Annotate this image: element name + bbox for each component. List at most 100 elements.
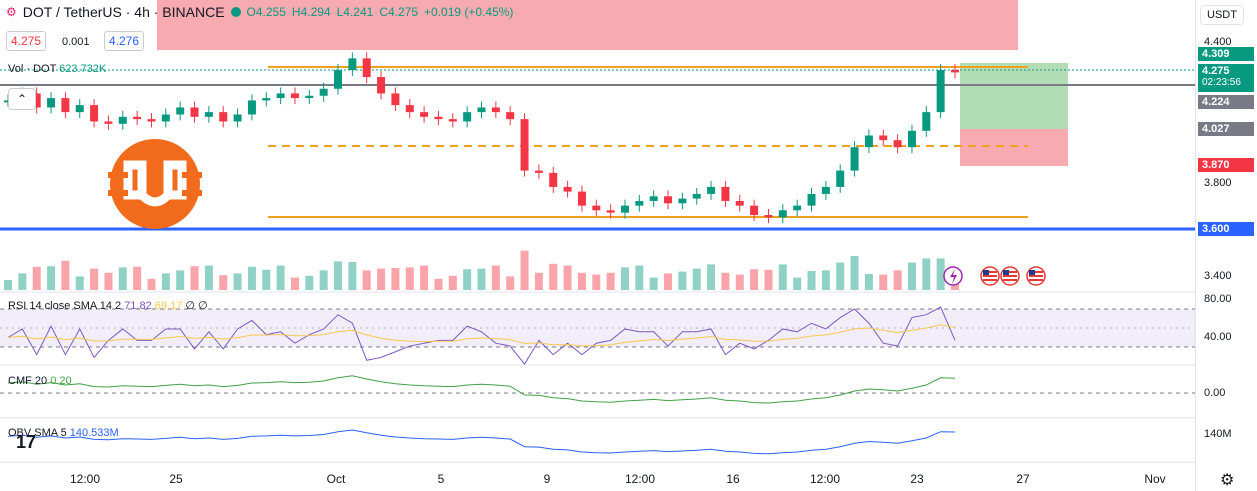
sell-button[interactable]: 4.275 — [6, 31, 47, 51]
buy-button[interactable]: 4.276 — [104, 31, 145, 51]
rsi-tick: 40.00 — [1204, 331, 1232, 343]
volume-bar — [721, 272, 730, 290]
symbol-legend[interactable]: ⚙ DOT / TetherUS · 4h · BINANCE O4.255 H… — [6, 4, 513, 20]
time-tick: 12:00 — [624, 472, 656, 486]
candle-body — [735, 200, 744, 206]
volume-bar — [247, 266, 256, 290]
volume-bar — [405, 267, 414, 290]
candle-body — [190, 107, 199, 117]
cmf-label: CMF 20 — [8, 375, 48, 387]
rsi-sma-value: 69.17 — [154, 300, 183, 312]
obv-label: OBV SMA 5 — [8, 427, 67, 439]
volume-bar — [190, 266, 199, 290]
volume-bar — [793, 277, 802, 290]
volume-bar — [764, 269, 773, 290]
obv-value: 140.533M — [69, 427, 119, 439]
volume-bar — [592, 274, 601, 290]
volume-bar — [305, 275, 314, 290]
time-tick: 25 — [169, 472, 183, 486]
candle-body — [204, 112, 213, 117]
candle-body — [664, 196, 673, 204]
gear-icon[interactable]: ⚙ — [1220, 472, 1235, 489]
candle-body — [233, 114, 242, 122]
lightning-icon[interactable] — [943, 266, 963, 286]
chart-canvas[interactable] — [0, 0, 1195, 491]
volume-bar — [520, 250, 529, 290]
time-tick: Nov — [1144, 472, 1166, 486]
candle-body — [836, 170, 845, 187]
candle-body — [61, 98, 70, 113]
candle-body — [161, 114, 170, 122]
volume-bar — [90, 268, 99, 290]
candle-body — [104, 121, 113, 124]
candle-body — [649, 196, 658, 201]
candle-body — [276, 93, 285, 99]
candle-body — [907, 130, 916, 148]
volume-bar — [864, 274, 873, 290]
candle-body — [262, 98, 271, 101]
volume-bar — [879, 274, 888, 290]
cmf-legend[interactable]: CMF 20 0.20 — [8, 375, 72, 387]
candle-body — [692, 193, 701, 199]
collapse-legend-button[interactable]: ⌃ — [8, 88, 36, 110]
candle-body — [47, 98, 56, 108]
last-price: 4.275 — [1202, 65, 1230, 77]
candle-body — [247, 100, 256, 115]
volume-bar — [778, 264, 787, 290]
volume-bar — [836, 262, 845, 290]
candle-body — [750, 205, 759, 215]
candle-body — [90, 105, 99, 122]
volume-bar — [750, 269, 759, 290]
volume-bar — [47, 266, 56, 290]
price-chart[interactable]: ⚙ DOT / TetherUS · 4h · BINANCE O4.255 H… — [0, 0, 1195, 491]
candle-body — [147, 119, 156, 122]
chevron-up-icon: ⌃ — [16, 92, 28, 106]
candle-body — [491, 107, 500, 113]
change-value: +0.019 (+0.45%) — [424, 5, 514, 19]
volume-bar — [161, 273, 170, 290]
volume-bar — [61, 260, 70, 290]
candle-body — [118, 116, 127, 124]
volume-bar — [391, 268, 400, 290]
candle-body — [936, 70, 945, 113]
candle-body — [32, 93, 41, 108]
us-flag-icon[interactable] — [980, 266, 1000, 286]
candle-body — [448, 119, 457, 122]
obv-line — [7, 429, 956, 455]
price-axis[interactable]: USDT 4.400 3.800 3.400 4.309 4.275 02:23… — [1195, 0, 1257, 491]
candle-body — [176, 107, 185, 115]
volume-bar — [922, 258, 931, 290]
volume-bar — [348, 262, 357, 290]
low-value: L4.241 — [336, 5, 374, 19]
candle-body — [864, 135, 873, 148]
candle-body — [506, 112, 515, 120]
obv-legend[interactable]: OBV SMA 5 140.533M — [8, 427, 119, 439]
symbol-title[interactable]: DOT / TetherUS · 4h · BINANCE — [22, 4, 225, 20]
currency-button[interactable]: USDT — [1200, 5, 1244, 25]
volume-legend[interactable]: Vol · DOT 623.732K — [8, 63, 106, 75]
volume-bar — [850, 256, 859, 290]
time-tick: 12:00 — [69, 472, 101, 486]
rsi-extra-value: ∅ — [185, 300, 195, 312]
high-value: H4.294 — [291, 5, 331, 19]
volume-bar — [620, 267, 629, 290]
rsi-sma-line — [7, 324, 956, 347]
rsi-legend[interactable]: RSI 14 close SMA 14 2 71.82 69.17 ∅ ∅ — [8, 299, 208, 312]
time-tick: 9 — [543, 472, 551, 486]
obv-tick: 140M — [1204, 428, 1232, 440]
volume-bar — [907, 262, 916, 290]
rsi-line — [7, 306, 956, 365]
volume-bar — [534, 272, 543, 290]
volume-bar — [290, 277, 299, 290]
us-flag-icon[interactable] — [1026, 266, 1046, 286]
tradingview-logo[interactable]: 17 — [16, 432, 37, 452]
entry-price-label: 4.027 — [1198, 122, 1254, 136]
volume-bar — [18, 273, 27, 290]
candle-body — [334, 70, 343, 89]
volume-bar — [692, 268, 701, 290]
volume-bar — [577, 272, 586, 290]
chart-icon: ⚙ — [6, 5, 17, 19]
long-position-profit-zone — [960, 63, 1068, 129]
candle-body — [951, 70, 959, 73]
us-flag-icon[interactable] — [1000, 266, 1020, 286]
